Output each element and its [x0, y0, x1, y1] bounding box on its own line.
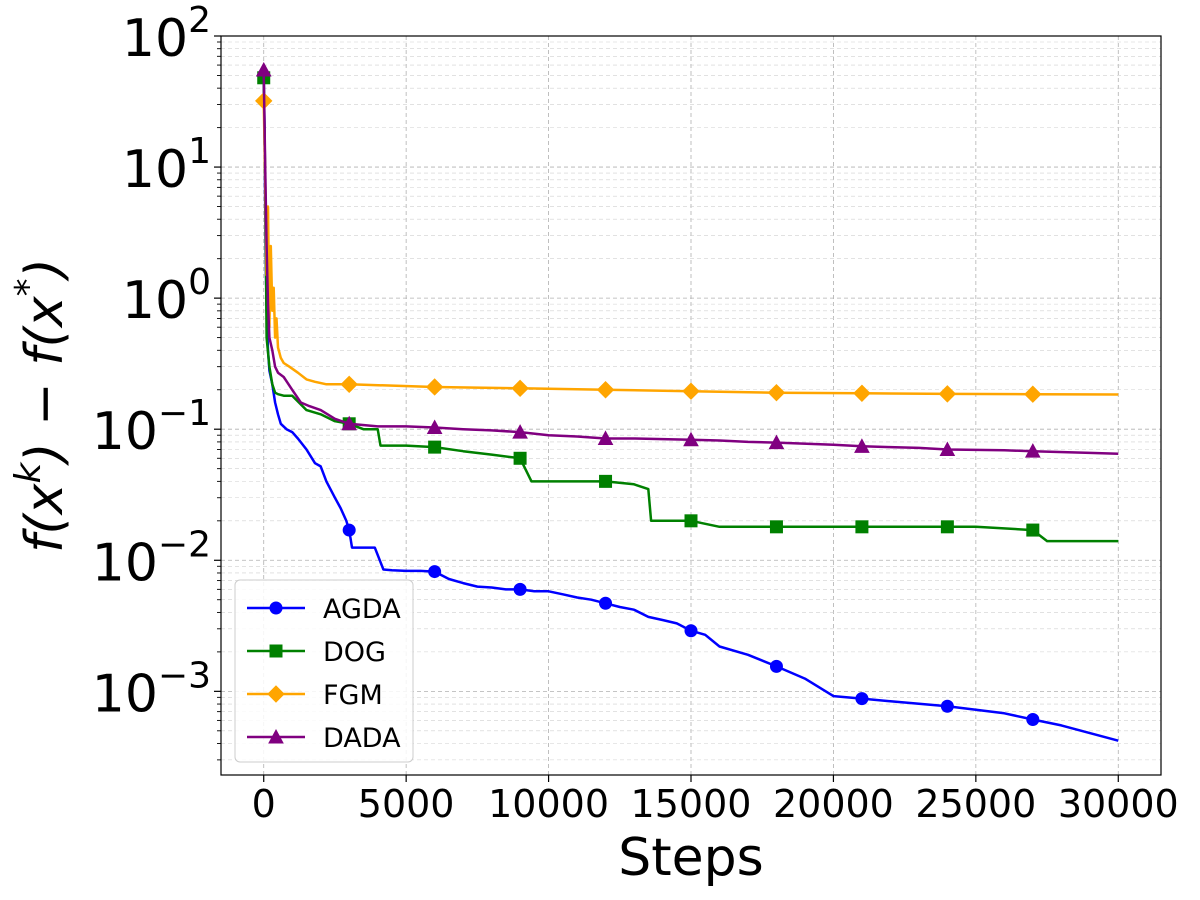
legend-item-fgm: FGM	[247, 680, 383, 711]
y-tick-label: 10−3	[92, 655, 211, 724]
data-point-agda	[940, 699, 954, 713]
y-tick-label: 10−1	[92, 393, 211, 462]
y-tick-label: 102	[122, 0, 211, 69]
data-point-dog	[940, 520, 954, 534]
x-tick-label: 15000	[631, 782, 752, 826]
legend-marker	[269, 601, 283, 615]
data-point-fgm	[1024, 385, 1042, 403]
data-point-agda	[1026, 712, 1040, 726]
data-point-dada	[683, 431, 699, 447]
x-tick-label: 30000	[1058, 782, 1179, 826]
series-line-dada	[262, 69, 1119, 455]
legend-label: FGM	[323, 680, 383, 711]
legend-item-dog: DOG	[247, 637, 386, 668]
legend-label: DOG	[323, 637, 386, 668]
series-line-fgm	[262, 100, 1119, 396]
data-point-dada	[768, 434, 785, 450]
data-point-fgm	[511, 379, 529, 398]
data-point-dada	[512, 424, 528, 439]
series-layer	[255, 61, 1119, 742]
series-dada	[255, 61, 1119, 458]
data-point-fgm	[425, 378, 444, 396]
data-point-agda	[428, 565, 442, 579]
data-point-agda	[855, 692, 869, 706]
legend-box	[234, 579, 414, 763]
x-axis-title: Steps	[618, 828, 764, 888]
data-point-agda	[684, 624, 698, 638]
legend-label: DADA	[323, 723, 401, 754]
data-point-fgm	[596, 381, 615, 399]
data-point-dada	[1024, 443, 1041, 458]
x-tick-label: 25000	[915, 782, 1036, 826]
data-point-dog	[769, 520, 783, 534]
data-point-dog	[1026, 523, 1040, 537]
legend-marker	[269, 644, 283, 658]
data-point-fgm	[340, 375, 358, 394]
data-point-agda	[599, 596, 613, 610]
data-point-agda	[769, 659, 783, 673]
tick-layer: 0 5000 10000 15000 20000 25000 30000 10−3 10−2 10…	[92, 0, 1179, 826]
data-point-dada	[341, 415, 358, 431]
y-tick-label: 100	[122, 262, 211, 331]
x-tick-label: 0	[252, 782, 276, 826]
data-point-dada	[597, 430, 614, 445]
data-point-fgm	[853, 384, 871, 402]
y-tick-label: 10−2	[92, 524, 211, 593]
data-point-dog	[684, 514, 698, 528]
data-point-dog	[855, 520, 869, 534]
data-point-agda	[342, 523, 356, 537]
data-point-dada	[939, 441, 956, 457]
legend-label: AGDA	[323, 594, 401, 625]
data-point-fgm	[938, 385, 957, 403]
x-tick-label: 5000	[358, 782, 455, 826]
y-tick-label: 101	[122, 131, 211, 200]
legend-item-agda: AGDA	[247, 594, 401, 625]
legend-marker	[267, 685, 285, 703]
data-point-dog	[599, 474, 613, 488]
x-tick-label: 10000	[488, 782, 609, 826]
data-point-dada	[255, 61, 272, 77]
legend-item-dada: DADA	[247, 723, 401, 754]
data-point-dada	[426, 419, 443, 435]
series-fgm	[255, 92, 1119, 403]
data-point-fgm	[682, 382, 700, 400]
legend: AGDA DOG FGM DADA	[234, 579, 414, 763]
data-point-dog	[513, 451, 527, 465]
y-axis-title: f(xk) − f(x*)	[8, 258, 75, 553]
data-point-dog	[428, 440, 442, 454]
legend-marker	[268, 728, 284, 744]
x-tick-label: 20000	[773, 782, 894, 826]
data-point-fgm	[767, 383, 786, 402]
data-point-dada	[854, 438, 870, 453]
data-point-agda	[513, 582, 527, 596]
